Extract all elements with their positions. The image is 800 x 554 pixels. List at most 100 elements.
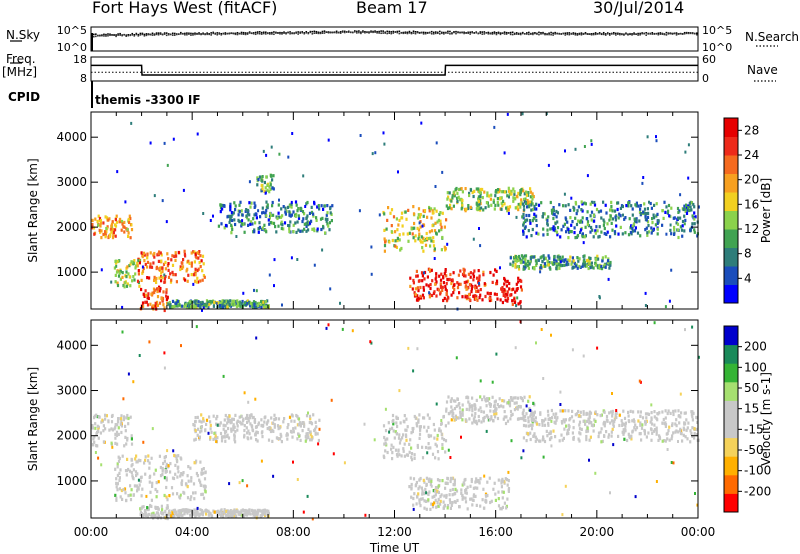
power-cell (169, 272, 172, 276)
velocity-cell (139, 459, 142, 463)
power-cell (317, 204, 320, 208)
power-cell (189, 300, 192, 304)
velocity-cell (305, 433, 308, 437)
velocity-scatter-cell (254, 397, 257, 401)
velocity-cell (226, 421, 229, 425)
power-cell (226, 215, 229, 219)
velocity-cell (143, 461, 146, 465)
velocity-cell (292, 427, 295, 431)
velocity-cell (215, 417, 218, 421)
power-cell (688, 201, 691, 206)
power-cell (487, 194, 491, 198)
power-cell (284, 210, 287, 214)
power-cell (625, 204, 628, 208)
power-cell (239, 200, 242, 204)
velocity-cell (665, 432, 668, 436)
power-cell (495, 269, 498, 273)
power-cell (624, 231, 627, 235)
noise-point (633, 33, 635, 36)
velocity-cell (468, 408, 471, 412)
velocity-cell (618, 413, 621, 417)
velocity-cell (110, 420, 114, 424)
noise-point (163, 32, 166, 34)
power-cell (564, 258, 567, 262)
power-cell (315, 218, 318, 222)
power-cell (280, 207, 283, 211)
velocity-cell (481, 398, 484, 402)
velocity-cell (195, 513, 198, 517)
power-cell (602, 218, 605, 222)
velocity-cell (486, 397, 489, 401)
velocity-cell (196, 433, 199, 437)
noise-point (303, 32, 306, 34)
velocity-cell (611, 427, 614, 431)
velocity-cell (273, 413, 276, 417)
velocity-cell (674, 409, 677, 413)
velocity-cell (417, 487, 420, 491)
velocity-cell (534, 439, 537, 443)
power-cell (550, 261, 554, 265)
power-cell (313, 202, 316, 206)
power-cell (552, 212, 555, 216)
velocity-scatter-cell (510, 398, 513, 402)
noise-point (564, 32, 567, 35)
velocity-cell (490, 415, 493, 419)
velocity-cell (435, 444, 438, 448)
velocity-cell (256, 514, 259, 518)
power-cell (527, 204, 530, 208)
velocity-cell (410, 431, 413, 435)
power-cell (554, 261, 557, 265)
velocity-cell (310, 435, 313, 439)
power-cell (280, 222, 283, 226)
velocity-cell (100, 420, 103, 424)
power-cell (508, 287, 511, 291)
power-cell (593, 219, 596, 223)
power-cell (175, 301, 178, 305)
power-cell (540, 201, 543, 205)
power-cell (561, 263, 564, 268)
power-cell (639, 207, 642, 211)
velocity-cell (299, 424, 302, 428)
power-cell (477, 200, 480, 204)
power-cell (179, 267, 182, 272)
power-cell (680, 228, 684, 232)
velocity-cell (689, 440, 692, 444)
power-cell (253, 201, 256, 205)
velocity-cell (526, 432, 529, 436)
power-cell (693, 211, 696, 215)
velocity-cell (117, 455, 120, 459)
noise-point (683, 32, 686, 35)
power-cell (631, 213, 634, 217)
power-cell (465, 287, 468, 291)
power-cell (589, 262, 592, 266)
noise-point (343, 31, 346, 34)
velocity-cell (681, 439, 684, 443)
velocity-cell (136, 460, 139, 464)
power-cell (691, 214, 694, 218)
power-cell (305, 202, 308, 206)
power-cell (554, 221, 557, 226)
power-cell (264, 186, 267, 190)
velocity-cell (304, 435, 307, 439)
velocity-cell (104, 417, 107, 421)
power-cell (424, 243, 428, 247)
noise-point (497, 31, 500, 34)
velocity-scatter-cell (684, 328, 686, 332)
velocity-cell (174, 472, 177, 476)
power-cell (161, 266, 164, 271)
power-cell (689, 228, 692, 232)
power-cell (456, 191, 459, 195)
velocity-cell (268, 426, 271, 430)
power-cell (500, 196, 503, 200)
velocity-cell (516, 417, 520, 421)
power-cell (482, 270, 485, 274)
noise-point (180, 31, 182, 34)
power-cell (600, 267, 604, 271)
power-cell (229, 202, 232, 206)
velocity-cell (452, 399, 455, 403)
velocity-cell (193, 461, 196, 465)
noise-point (319, 31, 322, 34)
power-cell (479, 199, 482, 203)
power-cell (592, 214, 595, 218)
velocity-cell (193, 508, 196, 512)
